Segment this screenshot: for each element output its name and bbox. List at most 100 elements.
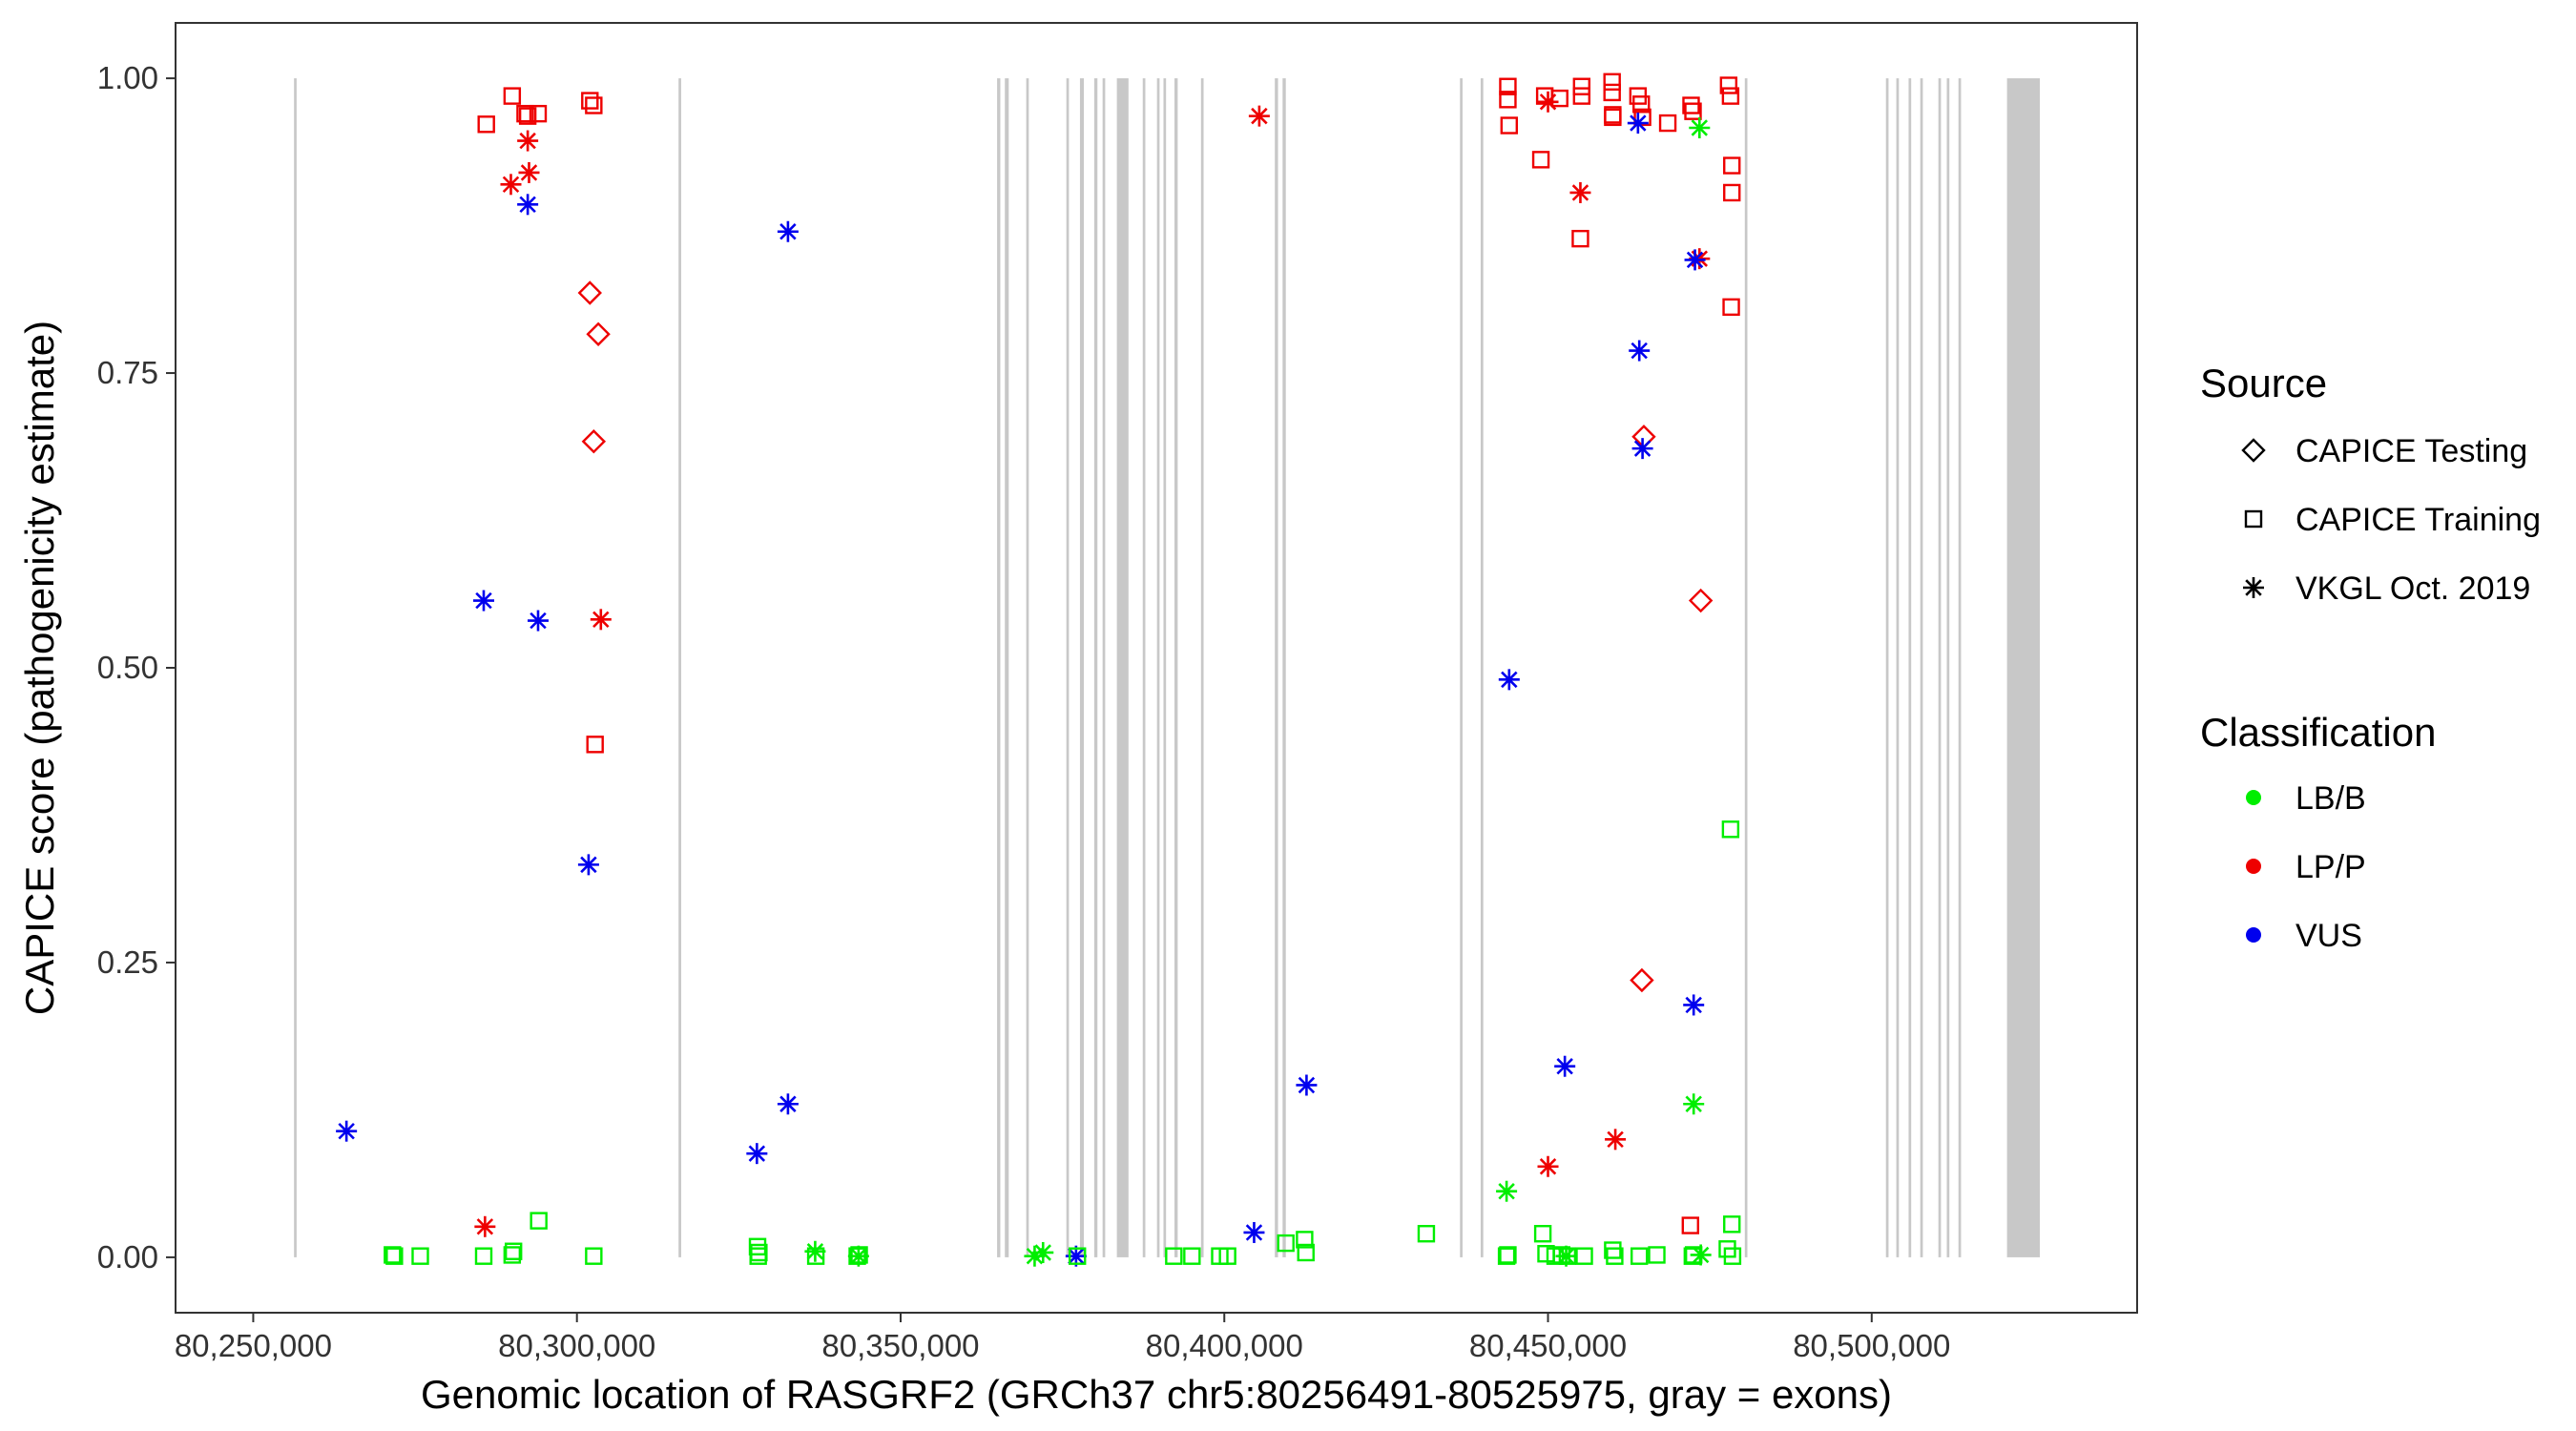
data-point-square (505, 1242, 523, 1260)
x-tick-label: 80,400,000 (1146, 1328, 1303, 1363)
data-point-square (503, 1246, 522, 1264)
x-axis-title: Genomic location of RASGRF2 (GRCh37 chr5… (421, 1372, 1892, 1417)
exon-band (1460, 78, 1463, 1257)
data-point-asterisk (1631, 438, 1653, 460)
data-point-asterisk (1683, 994, 1705, 1016)
data-point-square (848, 1247, 866, 1265)
x-tick-label: 80,450,000 (1469, 1328, 1627, 1363)
data-point-square (1497, 1247, 1516, 1265)
data-point-square (1546, 1247, 1565, 1265)
data-point-square (1533, 1224, 1552, 1243)
exon-band (2006, 78, 2041, 1257)
exon-band (1142, 78, 1146, 1257)
data-point-square (385, 1247, 404, 1265)
y-tick-label: 0.75 (97, 355, 158, 390)
legend-key-diamond (2241, 438, 2266, 463)
data-point-square (1722, 298, 1740, 317)
exon-band (1744, 78, 1748, 1257)
data-point-square (1603, 83, 1621, 102)
exon-bands (294, 78, 2041, 1257)
data-point-square (1721, 820, 1740, 839)
legend-label: VUS (2296, 918, 2362, 954)
data-points (336, 73, 1742, 1267)
data-point-asterisk (1554, 1055, 1576, 1077)
data-point-square (530, 1212, 548, 1230)
data-point-square (474, 1247, 493, 1265)
legend-key-dot (2246, 859, 2261, 874)
exon-band (1946, 78, 1950, 1257)
data-point-square (806, 1247, 825, 1265)
data-point-square (1648, 1246, 1666, 1264)
data-point-square (1683, 1247, 1702, 1265)
data-point-asterisk (1248, 105, 1270, 127)
data-point-square (1165, 1247, 1183, 1265)
exon-band (1885, 78, 1889, 1257)
data-point-asterisk (746, 1143, 768, 1165)
data-point-square (1575, 1247, 1593, 1265)
data-point-square (1723, 183, 1741, 202)
data-point-asterisk (777, 1093, 799, 1115)
data-point-asterisk (517, 194, 539, 216)
exon-band (1938, 78, 1942, 1257)
y-tick-label: 0.25 (97, 944, 158, 980)
y-axis-title: CAPICE score (pathogenicity estimate) (17, 321, 62, 1015)
exon-band (1174, 78, 1178, 1257)
data-point-square (586, 736, 604, 754)
data-point-diamond (581, 429, 607, 454)
data-point-diamond (586, 321, 611, 346)
data-point-square (1572, 87, 1591, 105)
data-point-square (477, 115, 495, 134)
y-tick-label: 0.50 (97, 650, 158, 685)
data-point-asterisk (577, 854, 599, 876)
exon-band (1896, 78, 1900, 1257)
data-point-diamond (1630, 967, 1654, 993)
data-point-square (516, 104, 534, 123)
data-point-diamond (577, 280, 602, 305)
data-point-square (411, 1247, 429, 1265)
data-point-asterisk (474, 1215, 496, 1237)
x-tick-label: 80,250,000 (175, 1328, 332, 1363)
exon-band (294, 78, 297, 1257)
data-point-square (1723, 1215, 1741, 1234)
data-point-square (529, 104, 548, 123)
data-point-square (1296, 1231, 1314, 1249)
exon-band (1908, 78, 1912, 1257)
legend-key-dot (2246, 927, 2261, 943)
data-point-asterisk (1627, 113, 1649, 135)
legend-classification: Classification LB/B LP/P VUS (2200, 710, 2436, 954)
exon-band (678, 78, 681, 1257)
data-point-square (1723, 1247, 1742, 1265)
y-tick-label: 1.00 (97, 60, 158, 95)
data-point-square (1297, 1243, 1315, 1262)
legend-classification-title: Classification (2200, 710, 2436, 755)
x-tick-label: 80,300,000 (498, 1328, 655, 1363)
legend-source-title: Source (2200, 361, 2327, 405)
data-point-square (1719, 76, 1738, 94)
data-point-square (748, 1237, 767, 1255)
data-point-square (1499, 91, 1517, 109)
data-point-square (1183, 1247, 1201, 1265)
data-point-asterisk (1684, 249, 1706, 271)
exon-band (1958, 78, 1962, 1257)
data-point-asterisk (1498, 669, 1520, 691)
x-tick-label: 80,350,000 (821, 1328, 979, 1363)
legend-source: Source CAPICE Testing CAPICE Training VKGL… (2200, 361, 2541, 607)
exon-band (1116, 78, 1129, 1257)
legend-key-square (2244, 509, 2263, 529)
exon-band (1200, 78, 1204, 1257)
legend-label: CAPICE Testing (2296, 433, 2527, 469)
x-tick-label: 80,500,000 (1793, 1328, 1950, 1363)
y-tick-label: 0.00 (97, 1239, 158, 1275)
legend-key-dot (2246, 790, 2261, 805)
exon-band (1275, 78, 1278, 1257)
legend-key-asterisk (2243, 577, 2264, 598)
data-point-square (1604, 1241, 1622, 1259)
data-point-square (749, 1247, 767, 1265)
data-point-square (1069, 1247, 1087, 1265)
data-point-asterisk (500, 174, 522, 196)
data-point-square (585, 96, 603, 114)
exon-band (1026, 78, 1029, 1257)
data-point-square (384, 1246, 402, 1264)
data-point-square (850, 1246, 868, 1264)
data-point-asterisk (1024, 1245, 1046, 1267)
